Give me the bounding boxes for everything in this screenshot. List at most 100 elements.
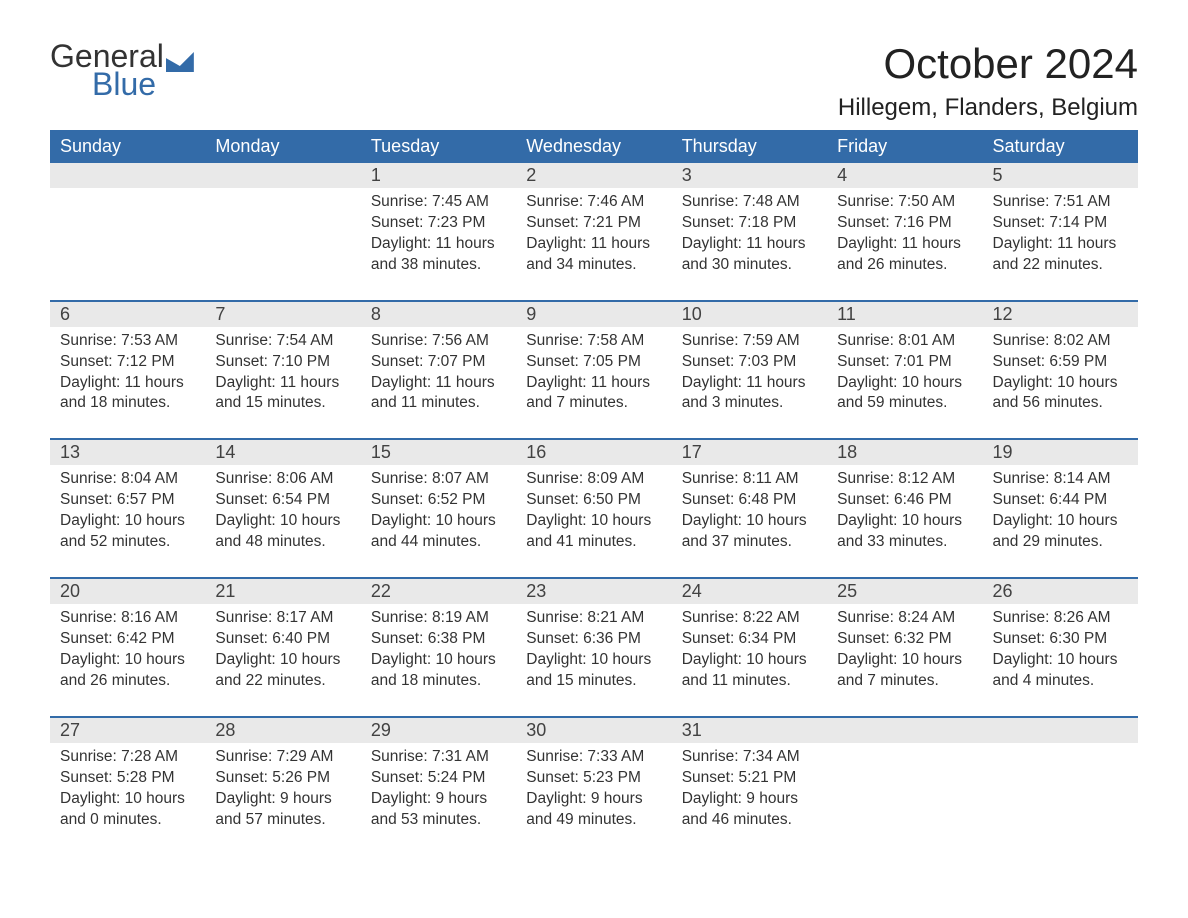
sunrise-text: Sunrise: 8:14 AM <box>993 469 1128 490</box>
day-number-cell: 14 <box>205 439 360 465</box>
sunrise-text: Sunrise: 8:01 AM <box>837 331 972 352</box>
day-number-cell: 17 <box>672 439 827 465</box>
day-data-cell: Sunrise: 7:34 AMSunset: 5:21 PMDaylight:… <box>672 743 827 841</box>
daylight-line2: and 18 minutes. <box>371 671 506 692</box>
header: General Blue October 2024 Hillegem, Flan… <box>50 40 1138 122</box>
daylight-line2: and 34 minutes. <box>526 255 661 276</box>
day-data-cell <box>983 743 1138 841</box>
sunset-text: Sunset: 6:38 PM <box>371 629 506 650</box>
day-data-cell: Sunrise: 8:19 AMSunset: 6:38 PMDaylight:… <box>361 604 516 717</box>
sunset-text: Sunset: 5:26 PM <box>215 768 350 789</box>
day-number-cell: 8 <box>361 301 516 327</box>
sunset-text: Sunset: 7:01 PM <box>837 352 972 373</box>
daylight-line2: and 59 minutes. <box>837 393 972 414</box>
sunrise-text: Sunrise: 8:07 AM <box>371 469 506 490</box>
day-data-cell: Sunrise: 8:14 AMSunset: 6:44 PMDaylight:… <box>983 465 1138 578</box>
day-data-cell: Sunrise: 7:54 AMSunset: 7:10 PMDaylight:… <box>205 327 360 440</box>
sunrise-text: Sunrise: 7:50 AM <box>837 192 972 213</box>
day-data-cell <box>205 188 360 301</box>
sunrise-text: Sunrise: 7:29 AM <box>215 747 350 768</box>
sunset-text: Sunset: 6:50 PM <box>526 490 661 511</box>
daylight-line1: Daylight: 11 hours <box>837 234 972 255</box>
sunset-text: Sunset: 5:23 PM <box>526 768 661 789</box>
sunrise-text: Sunrise: 8:22 AM <box>682 608 817 629</box>
day-data-cell: Sunrise: 8:22 AMSunset: 6:34 PMDaylight:… <box>672 604 827 717</box>
daylight-line2: and 3 minutes. <box>682 393 817 414</box>
sunrise-text: Sunrise: 8:26 AM <box>993 608 1128 629</box>
daylight-line1: Daylight: 10 hours <box>993 511 1128 532</box>
day-header: Thursday <box>672 130 827 163</box>
month-title: October 2024 <box>838 40 1138 88</box>
day-data-cell: Sunrise: 8:21 AMSunset: 6:36 PMDaylight:… <box>516 604 671 717</box>
sunrise-text: Sunrise: 7:54 AM <box>215 331 350 352</box>
day-number-cell: 6 <box>50 301 205 327</box>
day-number-cell: 27 <box>50 717 205 743</box>
sunset-text: Sunset: 6:30 PM <box>993 629 1128 650</box>
sunset-text: Sunset: 6:36 PM <box>526 629 661 650</box>
day-data-cell <box>827 743 982 841</box>
daylight-line2: and 18 minutes. <box>60 393 195 414</box>
sunrise-text: Sunrise: 8:06 AM <box>215 469 350 490</box>
daylight-line1: Daylight: 9 hours <box>215 789 350 810</box>
sunrise-text: Sunrise: 8:02 AM <box>993 331 1128 352</box>
sunset-text: Sunset: 6:40 PM <box>215 629 350 650</box>
daylight-line1: Daylight: 11 hours <box>371 373 506 394</box>
day-number-cell: 7 <box>205 301 360 327</box>
sunset-text: Sunset: 7:12 PM <box>60 352 195 373</box>
day-number-cell: 1 <box>361 163 516 188</box>
sunrise-text: Sunrise: 8:17 AM <box>215 608 350 629</box>
daylight-line2: and 22 minutes. <box>993 255 1128 276</box>
sunrise-text: Sunrise: 8:11 AM <box>682 469 817 490</box>
day-number-cell <box>50 163 205 188</box>
daylight-line1: Daylight: 10 hours <box>682 650 817 671</box>
day-number-cell: 23 <box>516 578 671 604</box>
daylight-line1: Daylight: 10 hours <box>60 789 195 810</box>
day-data-cell: Sunrise: 7:46 AMSunset: 7:21 PMDaylight:… <box>516 188 671 301</box>
week-data-row: Sunrise: 8:04 AMSunset: 6:57 PMDaylight:… <box>50 465 1138 578</box>
week-data-row: Sunrise: 8:16 AMSunset: 6:42 PMDaylight:… <box>50 604 1138 717</box>
daylight-line1: Daylight: 11 hours <box>215 373 350 394</box>
logo-word-2: Blue <box>50 68 194 100</box>
sunset-text: Sunset: 7:23 PM <box>371 213 506 234</box>
week-data-row: Sunrise: 7:45 AMSunset: 7:23 PM Daylight:… <box>50 188 1138 301</box>
day-number-cell: 22 <box>361 578 516 604</box>
sunrise-text: Sunrise: 7:48 AM <box>682 192 817 213</box>
daylight-line1: Daylight: 11 hours <box>526 234 661 255</box>
sunrise-text: Sunrise: 7:31 AM <box>371 747 506 768</box>
daylight-line2: and 29 minutes. <box>993 532 1128 553</box>
daylight-line2: and 52 minutes. <box>60 532 195 553</box>
day-number-cell: 21 <box>205 578 360 604</box>
sunrise-text: Sunrise: 7:34 AM <box>682 747 817 768</box>
sunset-text: Sunset: 6:57 PM <box>60 490 195 511</box>
daylight-line2: and 48 minutes. <box>215 532 350 553</box>
day-number-cell: 3 <box>672 163 827 188</box>
sunrise-text: Sunrise: 7:45 AM <box>371 192 506 213</box>
day-header-row: SundayMondayTuesdayWednesdayThursdayFrid… <box>50 130 1138 163</box>
sunrise-text: Sunrise: 7:56 AM <box>371 331 506 352</box>
daylight-line2: and 22 minutes. <box>215 671 350 692</box>
daylight-line2: and 4 minutes. <box>993 671 1128 692</box>
daylight-line1: Daylight: 10 hours <box>60 511 195 532</box>
day-header: Tuesday <box>361 130 516 163</box>
sunrise-text: Sunrise: 7:59 AM <box>682 331 817 352</box>
sunrise-text: Sunrise: 7:58 AM <box>526 331 661 352</box>
day-data-cell: Sunrise: 7:58 AMSunset: 7:05 PMDaylight:… <box>516 327 671 440</box>
sunrise-text: Sunrise: 7:28 AM <box>60 747 195 768</box>
day-data-cell: Sunrise: 8:04 AMSunset: 6:57 PMDaylight:… <box>50 465 205 578</box>
day-number-cell: 20 <box>50 578 205 604</box>
sunset-text: Sunset: 7:18 PM <box>682 213 817 234</box>
sunrise-text: Sunrise: 7:46 AM <box>526 192 661 213</box>
day-data-cell: Sunrise: 8:17 AMSunset: 6:40 PMDaylight:… <box>205 604 360 717</box>
daylight-line1: Daylight: 9 hours <box>371 789 506 810</box>
daylight-line1: Daylight: 9 hours <box>682 789 817 810</box>
sunset-text: Sunset: 7:05 PM <box>526 352 661 373</box>
day-number-cell <box>983 717 1138 743</box>
day-data-cell: Sunrise: 7:29 AMSunset: 5:26 PMDaylight:… <box>205 743 360 841</box>
day-number-cell: 16 <box>516 439 671 465</box>
day-header: Friday <box>827 130 982 163</box>
week-number-row: 12345 <box>50 163 1138 188</box>
sunset-text: Sunset: 5:28 PM <box>60 768 195 789</box>
day-data-cell: Sunrise: 7:53 AMSunset: 7:12 PMDaylight:… <box>50 327 205 440</box>
daylight-line2: and 37 minutes. <box>682 532 817 553</box>
day-number-cell: 5 <box>983 163 1138 188</box>
